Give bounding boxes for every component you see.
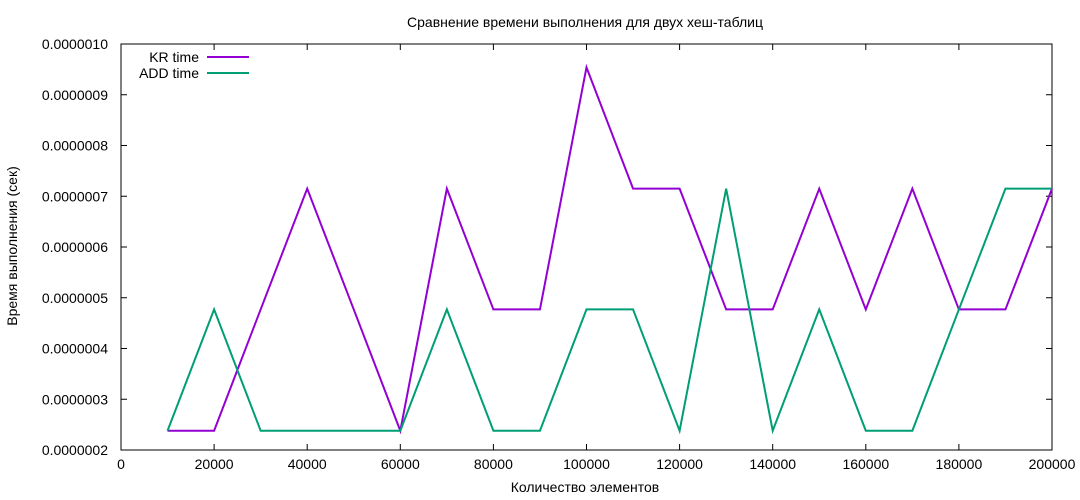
x-tick-label: 80000: [474, 456, 513, 472]
y-axis-label: Время выполнения (сек): [4, 166, 20, 326]
series-lines: [166, 63, 1053, 435]
y-tick-label: 0.0000009: [42, 87, 108, 103]
x-axis-label: Количество элементов: [511, 479, 659, 495]
y-tick-label: 0.0000006: [42, 239, 108, 255]
x-tick-label: 180000: [936, 456, 983, 472]
series-line-add-time: [166, 187, 1052, 435]
legend-label: KR time: [149, 49, 199, 65]
axes: 0 20000 40000 60000 80000 100000 120000 140000 1…: [42, 36, 1076, 472]
y-tick-label: 0.0000004: [42, 341, 108, 357]
x-tick-label: 0: [117, 456, 125, 472]
y-tick-label: 0.0000010: [42, 36, 108, 52]
x-tick-label: 160000: [842, 456, 889, 472]
legend-label: ADD time: [139, 65, 199, 81]
x-tick-label: 140000: [749, 456, 796, 472]
x-tick-label: 200000: [1029, 456, 1076, 472]
y-tick-label: 0.0000002: [42, 442, 108, 458]
x-tick-label: 40000: [288, 456, 327, 472]
series-line-kr-time: [167, 63, 1053, 435]
chart-title: Сравнение времени выполнения для двух хе…: [407, 14, 763, 30]
y-tick-label: 0.0000005: [42, 290, 108, 306]
x-tick-label: 60000: [381, 456, 420, 472]
y-tick-label: 0.0000007: [42, 188, 108, 204]
y-tick-label: 0.0000008: [42, 138, 108, 154]
y-tick-label: 0.0000003: [42, 391, 108, 407]
x-tick-label: 120000: [656, 456, 703, 472]
x-tick-label: 20000: [195, 456, 234, 472]
x-tick-label: 100000: [563, 456, 610, 472]
plot-border: [120, 43, 1053, 451]
